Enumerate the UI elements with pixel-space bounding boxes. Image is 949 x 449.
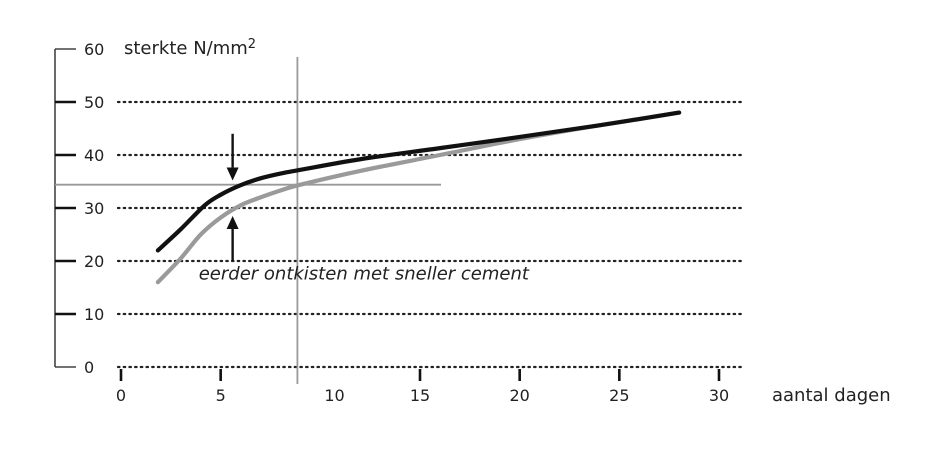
y-tick-label: 30 <box>84 199 104 218</box>
gridlines <box>116 100 744 369</box>
y-tick-label: 0 <box>84 358 94 377</box>
data-series <box>155 110 682 285</box>
y-tick-label: 10 <box>84 305 104 324</box>
reference-lines <box>55 57 441 384</box>
x-tick-label: 15 <box>410 386 430 405</box>
series-line-black <box>155 110 682 253</box>
y-tick-label: 20 <box>84 252 104 271</box>
x-axis-title: aantal dagen <box>772 385 891 406</box>
x-tick-label: 30 <box>709 386 729 405</box>
y-axis-title: sterkte N/mm2 <box>124 37 256 59</box>
series-line-gray <box>155 110 682 285</box>
arrow-down-icon <box>226 167 239 181</box>
annotation-text: eerder ontkisten met sneller cement <box>199 264 530 285</box>
x-tick-label: 20 <box>509 386 529 405</box>
x-tick-label: 5 <box>216 386 226 405</box>
y-tick-label: 40 <box>84 146 104 165</box>
x-tick-label: 10 <box>324 386 344 405</box>
y-axis: 0 10 20 30 40 50 60 <box>54 40 104 377</box>
y-tick-label: 60 <box>84 40 104 59</box>
annotations: eerder ontkisten met sneller cement <box>199 133 530 285</box>
x-tick-label: 25 <box>609 386 629 405</box>
arrow-up-icon <box>226 215 239 229</box>
x-axis: 0 5 10 15 20 25 30 <box>116 369 729 405</box>
x-tick-label: 0 <box>116 386 126 405</box>
y-tick-label: 50 <box>84 93 104 112</box>
